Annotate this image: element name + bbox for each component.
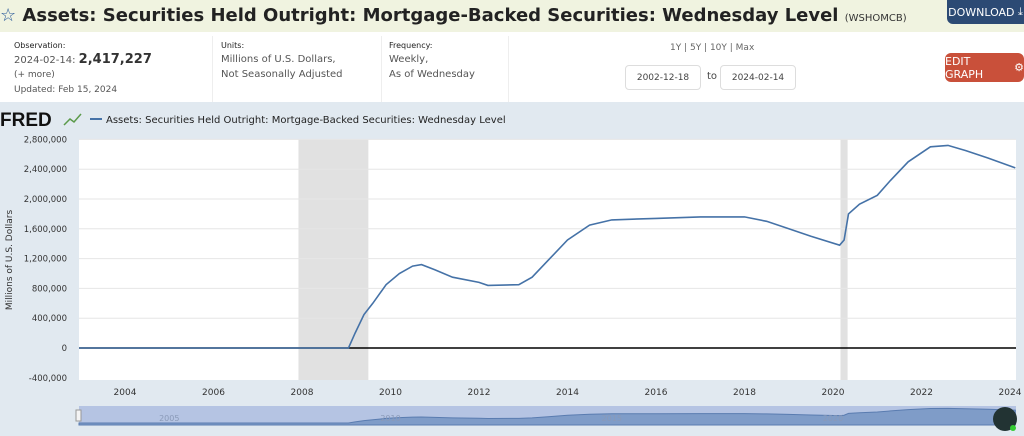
units-line1: Millions of U.S. Dollars, [221, 54, 336, 65]
y-tick-label: 2,400,000 [24, 165, 67, 175]
x-tick-label: 2022 [910, 388, 933, 398]
start-date-input[interactable]: 2002-12-18 [625, 65, 701, 90]
download-button[interactable]: DOWNLOAD ⤓ [947, 0, 1024, 24]
x-tick-label: 2004 [114, 388, 137, 398]
end-date-input[interactable]: 2024-02-14 [720, 65, 796, 90]
download-icon: ⤓ [1018, 5, 1023, 18]
navigator-handle-right[interactable] [993, 407, 1017, 431]
x-tick-label: 2024 [999, 388, 1022, 398]
navigator-label: 2020 [823, 414, 843, 423]
y-tick-label: -400,000 [29, 374, 67, 384]
units-label: Units: [221, 41, 245, 50]
divider [381, 36, 382, 102]
star-icon[interactable]: ☆ [0, 5, 17, 26]
x-tick-label: 2006 [202, 388, 225, 398]
freq-line1: Weekly, [389, 54, 429, 65]
title-text: Assets: Securities Held Outright: Mortga… [22, 5, 839, 26]
obs-value: 2,417,227 [78, 52, 152, 67]
edit-graph-label: EDIT GRAPH [945, 54, 984, 81]
y-tick-label: 2,800,000 [24, 135, 67, 145]
recession-band [298, 139, 369, 380]
updated-text: Updated: Feb 15, 2024 [14, 85, 118, 95]
y-tick-label: 800,000 [32, 284, 67, 294]
download-label: DOWNLOAD [948, 5, 1015, 19]
y-axis-label: Millions of U.S. Dollars [5, 210, 15, 311]
y-tick-label: 1,200,000 [24, 255, 67, 265]
frequency-block: Frequency: Weekly, As of Wednesday [389, 40, 475, 82]
x-tick-label: 2012 [468, 388, 491, 398]
x-tick-label: 2010 [379, 388, 402, 398]
obs-date: 2024-02-14: [14, 55, 76, 66]
x-tick-label: 2016 [645, 388, 668, 398]
navigator-label: 2010 [380, 414, 400, 423]
to-label: to [707, 71, 718, 82]
x-tick-label: 2014 [556, 388, 579, 398]
recession-band [840, 139, 848, 380]
divider [212, 36, 213, 102]
freq-line2: As of Wednesday [389, 69, 475, 80]
navigator-handle-left[interactable] [75, 409, 82, 422]
divider [508, 36, 509, 102]
edit-graph-button[interactable]: EDIT GRAPH ⚙ [945, 53, 1024, 82]
series-title: ☆ Assets: Securities Held Outright: Mort… [0, 5, 907, 26]
units-line2: Not Seasonally Adjusted [221, 69, 343, 80]
y-tick-label: 400,000 [32, 314, 67, 324]
legend-label: Assets: Securities Held Outright: Mortga… [106, 115, 506, 126]
y-tick-label: 1,600,000 [24, 225, 67, 235]
range-links[interactable]: 1Y | 5Y | 10Y | Max [670, 43, 755, 53]
x-tick-label: 2020 [822, 388, 845, 398]
series-line [79, 144, 1016, 349]
observation-block: Observation: 2024-02-14: 2,417,227 (+ mo… [14, 40, 152, 98]
fred-logo: FRED [0, 110, 52, 131]
navigator-area [78, 407, 1016, 426]
navigator-label: 2005 [159, 414, 179, 423]
title-bar: ☆ Assets: Securities Held Outright: Mort… [0, 0, 1024, 32]
plot-background [79, 139, 1016, 380]
y-tick-label: 0 [62, 344, 67, 354]
more-link[interactable]: (+ more) [14, 70, 55, 80]
x-tick-label: 2008 [291, 388, 314, 398]
navigator-label: 2015 [602, 414, 622, 423]
fred-chart-icon [63, 113, 82, 126]
status-dot [1010, 425, 1016, 431]
series-code: (WSHOMCB) [844, 13, 907, 24]
obs-label: Observation: [14, 41, 66, 50]
y-tick-label: 2,000,000 [24, 195, 67, 205]
units-block: Units: Millions of U.S. Dollars, Not Sea… [221, 40, 343, 82]
gear-icon: ⚙ [1014, 61, 1024, 74]
x-tick-label: 2018 [733, 388, 756, 398]
freq-label: Frequency: [389, 41, 433, 50]
